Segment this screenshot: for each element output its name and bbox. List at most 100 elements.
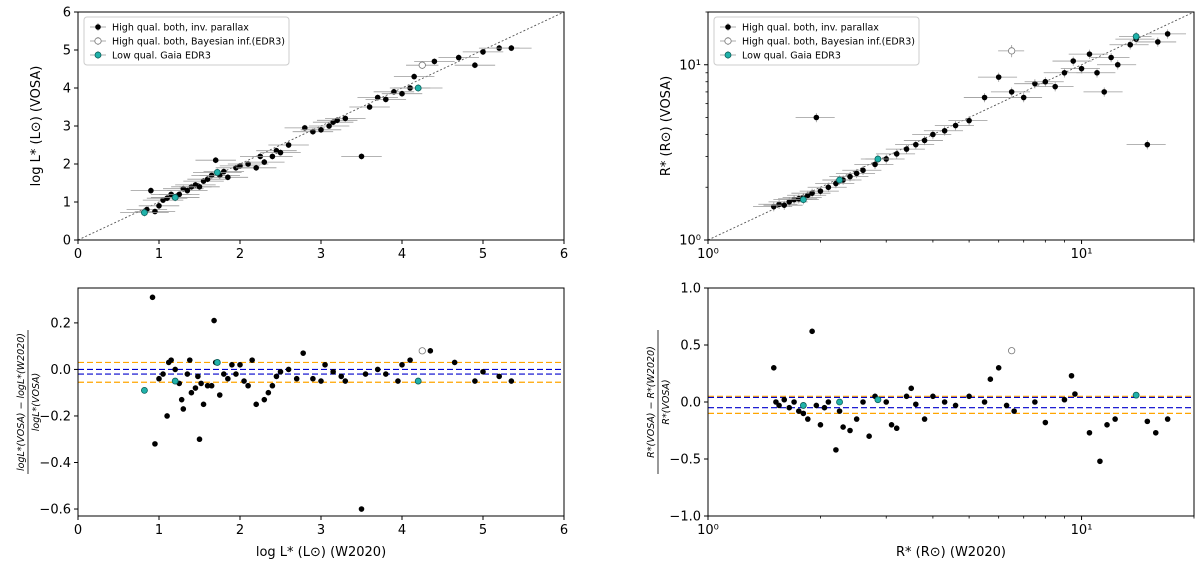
point-cyan: [414, 84, 422, 92]
legend-marker: [94, 51, 102, 59]
point-filled-black: [1164, 31, 1171, 37]
legend-entry: High qual. both, inv. parallax: [742, 23, 879, 34]
point-filled-black: [196, 436, 203, 443]
y-axis-fraction-label: R*(VOSA) − R*(W2020) R*(VOSA): [646, 330, 672, 474]
point-filled-black: [225, 174, 231, 181]
point-filled-black: [366, 104, 373, 110]
point-cyan: [874, 155, 882, 163]
point-filled-black: [184, 371, 191, 377]
y-tick-label: 1.0: [680, 282, 701, 297]
point-filled-black: [253, 165, 260, 171]
x-axis-label: R* (R⊙) (W2020): [896, 545, 1006, 560]
point-filled-black: [249, 357, 255, 363]
y-tick-label: 1: [63, 196, 71, 211]
point-filled-black: [776, 201, 782, 208]
point-filled-black: [253, 401, 260, 408]
point-cyan: [799, 196, 807, 204]
point-filled-black: [1164, 416, 1171, 422]
panel-top-left: 0 1 2 3 4 5 6 0 1 2 3 4 5 6 log L* (L⊙) (VOSA) High qua…: [29, 6, 568, 263]
legend: High qual. both, inv. parallax High qual.…: [713, 16, 920, 66]
point-filled-black: [817, 188, 824, 194]
point-cyan: [141, 209, 148, 217]
point-filled-black: [508, 45, 515, 51]
point-filled-black: [330, 368, 336, 375]
point-filled-black: [1086, 429, 1093, 436]
x-tick-label: 6: [560, 523, 568, 538]
point-filled-black: [1061, 396, 1068, 403]
plot-area: [78, 12, 564, 240]
x-tick-label: 10¹: [1071, 523, 1093, 538]
y-tick-label: 0.5: [680, 339, 701, 354]
point-filled-black: [148, 187, 154, 194]
point-filled-black: [277, 149, 284, 156]
point-filled-black: [813, 402, 820, 409]
x-tick-label: 5: [479, 523, 487, 538]
point-filled-black: [903, 146, 910, 152]
x-tick-label: 10⁰: [697, 523, 719, 538]
point-filled-black: [860, 167, 866, 174]
point-filled-black: [245, 382, 251, 389]
y-tick-label: 0.0: [680, 396, 701, 411]
point-filled-black: [853, 170, 860, 177]
legend-box: [713, 16, 920, 66]
point-filled-black: [334, 117, 341, 124]
point-filled-black: [847, 173, 853, 180]
y-tick-label: 4: [63, 82, 71, 97]
point-filled-black: [1061, 69, 1068, 76]
point-filled-black: [1097, 458, 1103, 465]
point-filled-black: [358, 153, 365, 160]
point-filled-black: [1144, 418, 1151, 425]
point-filled-black: [480, 368, 486, 375]
y-tick-label: 10¹: [679, 58, 701, 73]
point-filled-black: [168, 357, 174, 363]
point-filled-black: [1032, 399, 1038, 405]
point-filled-black: [241, 378, 247, 384]
point-filled-black: [208, 382, 215, 389]
x-tick-label: 1: [155, 523, 163, 538]
y-label-numerator: R*(VOSA) − R*(W2020): [646, 346, 657, 458]
point-filled-black: [342, 115, 349, 122]
plot-area: [708, 12, 1194, 240]
point-filled-black: [1072, 391, 1078, 397]
point-filled-black: [204, 176, 211, 183]
point-filled-black: [825, 184, 832, 191]
point-filled-black: [310, 375, 316, 382]
point-filled-black: [455, 54, 462, 61]
point-filled-black: [1104, 421, 1110, 428]
point-filled-black: [277, 368, 284, 375]
point-open-grey: [1008, 47, 1016, 55]
point-filled-black: [860, 399, 866, 405]
point-filled-black: [1108, 54, 1114, 61]
point-filled-black: [245, 161, 251, 167]
point-filled-black: [1032, 80, 1038, 87]
point-filled-black: [809, 328, 815, 335]
legend-marker: [724, 51, 732, 59]
point-filled-black: [265, 389, 272, 396]
point-filled-black: [1112, 416, 1118, 422]
point-filled-black: [211, 317, 217, 324]
point-filled-black: [770, 364, 777, 371]
point-filled-black: [156, 203, 162, 209]
point-filled-black: [1042, 78, 1049, 85]
x-tick-label: 3: [317, 247, 325, 262]
point-filled-black: [781, 396, 788, 403]
point-filled-black: [791, 399, 797, 405]
point-open-grey: [418, 61, 426, 69]
point-filled-black: [1020, 94, 1027, 101]
x-tick-label: 2: [236, 523, 244, 538]
point-filled-black: [221, 168, 227, 175]
legend-entry: Low qual. Gaia EDR3: [742, 51, 841, 62]
point-filled-black: [195, 373, 201, 380]
point-filled-black: [825, 399, 832, 405]
point-filled-black: [221, 371, 227, 377]
y-tick-label: 10⁰: [679, 234, 701, 249]
point-filled-black: [1011, 408, 1017, 414]
legend-entry: Low qual. Gaia EDR3: [112, 51, 211, 62]
point-filled-black: [427, 348, 434, 354]
point-filled-black: [821, 404, 828, 411]
point-filled-black: [269, 153, 276, 160]
y-label-numerator: logL*(VOSA) − logL*(W2020): [16, 333, 27, 471]
point-filled-black: [149, 294, 156, 301]
x-tick-label: 0: [74, 247, 82, 262]
point-filled-black: [921, 137, 928, 144]
